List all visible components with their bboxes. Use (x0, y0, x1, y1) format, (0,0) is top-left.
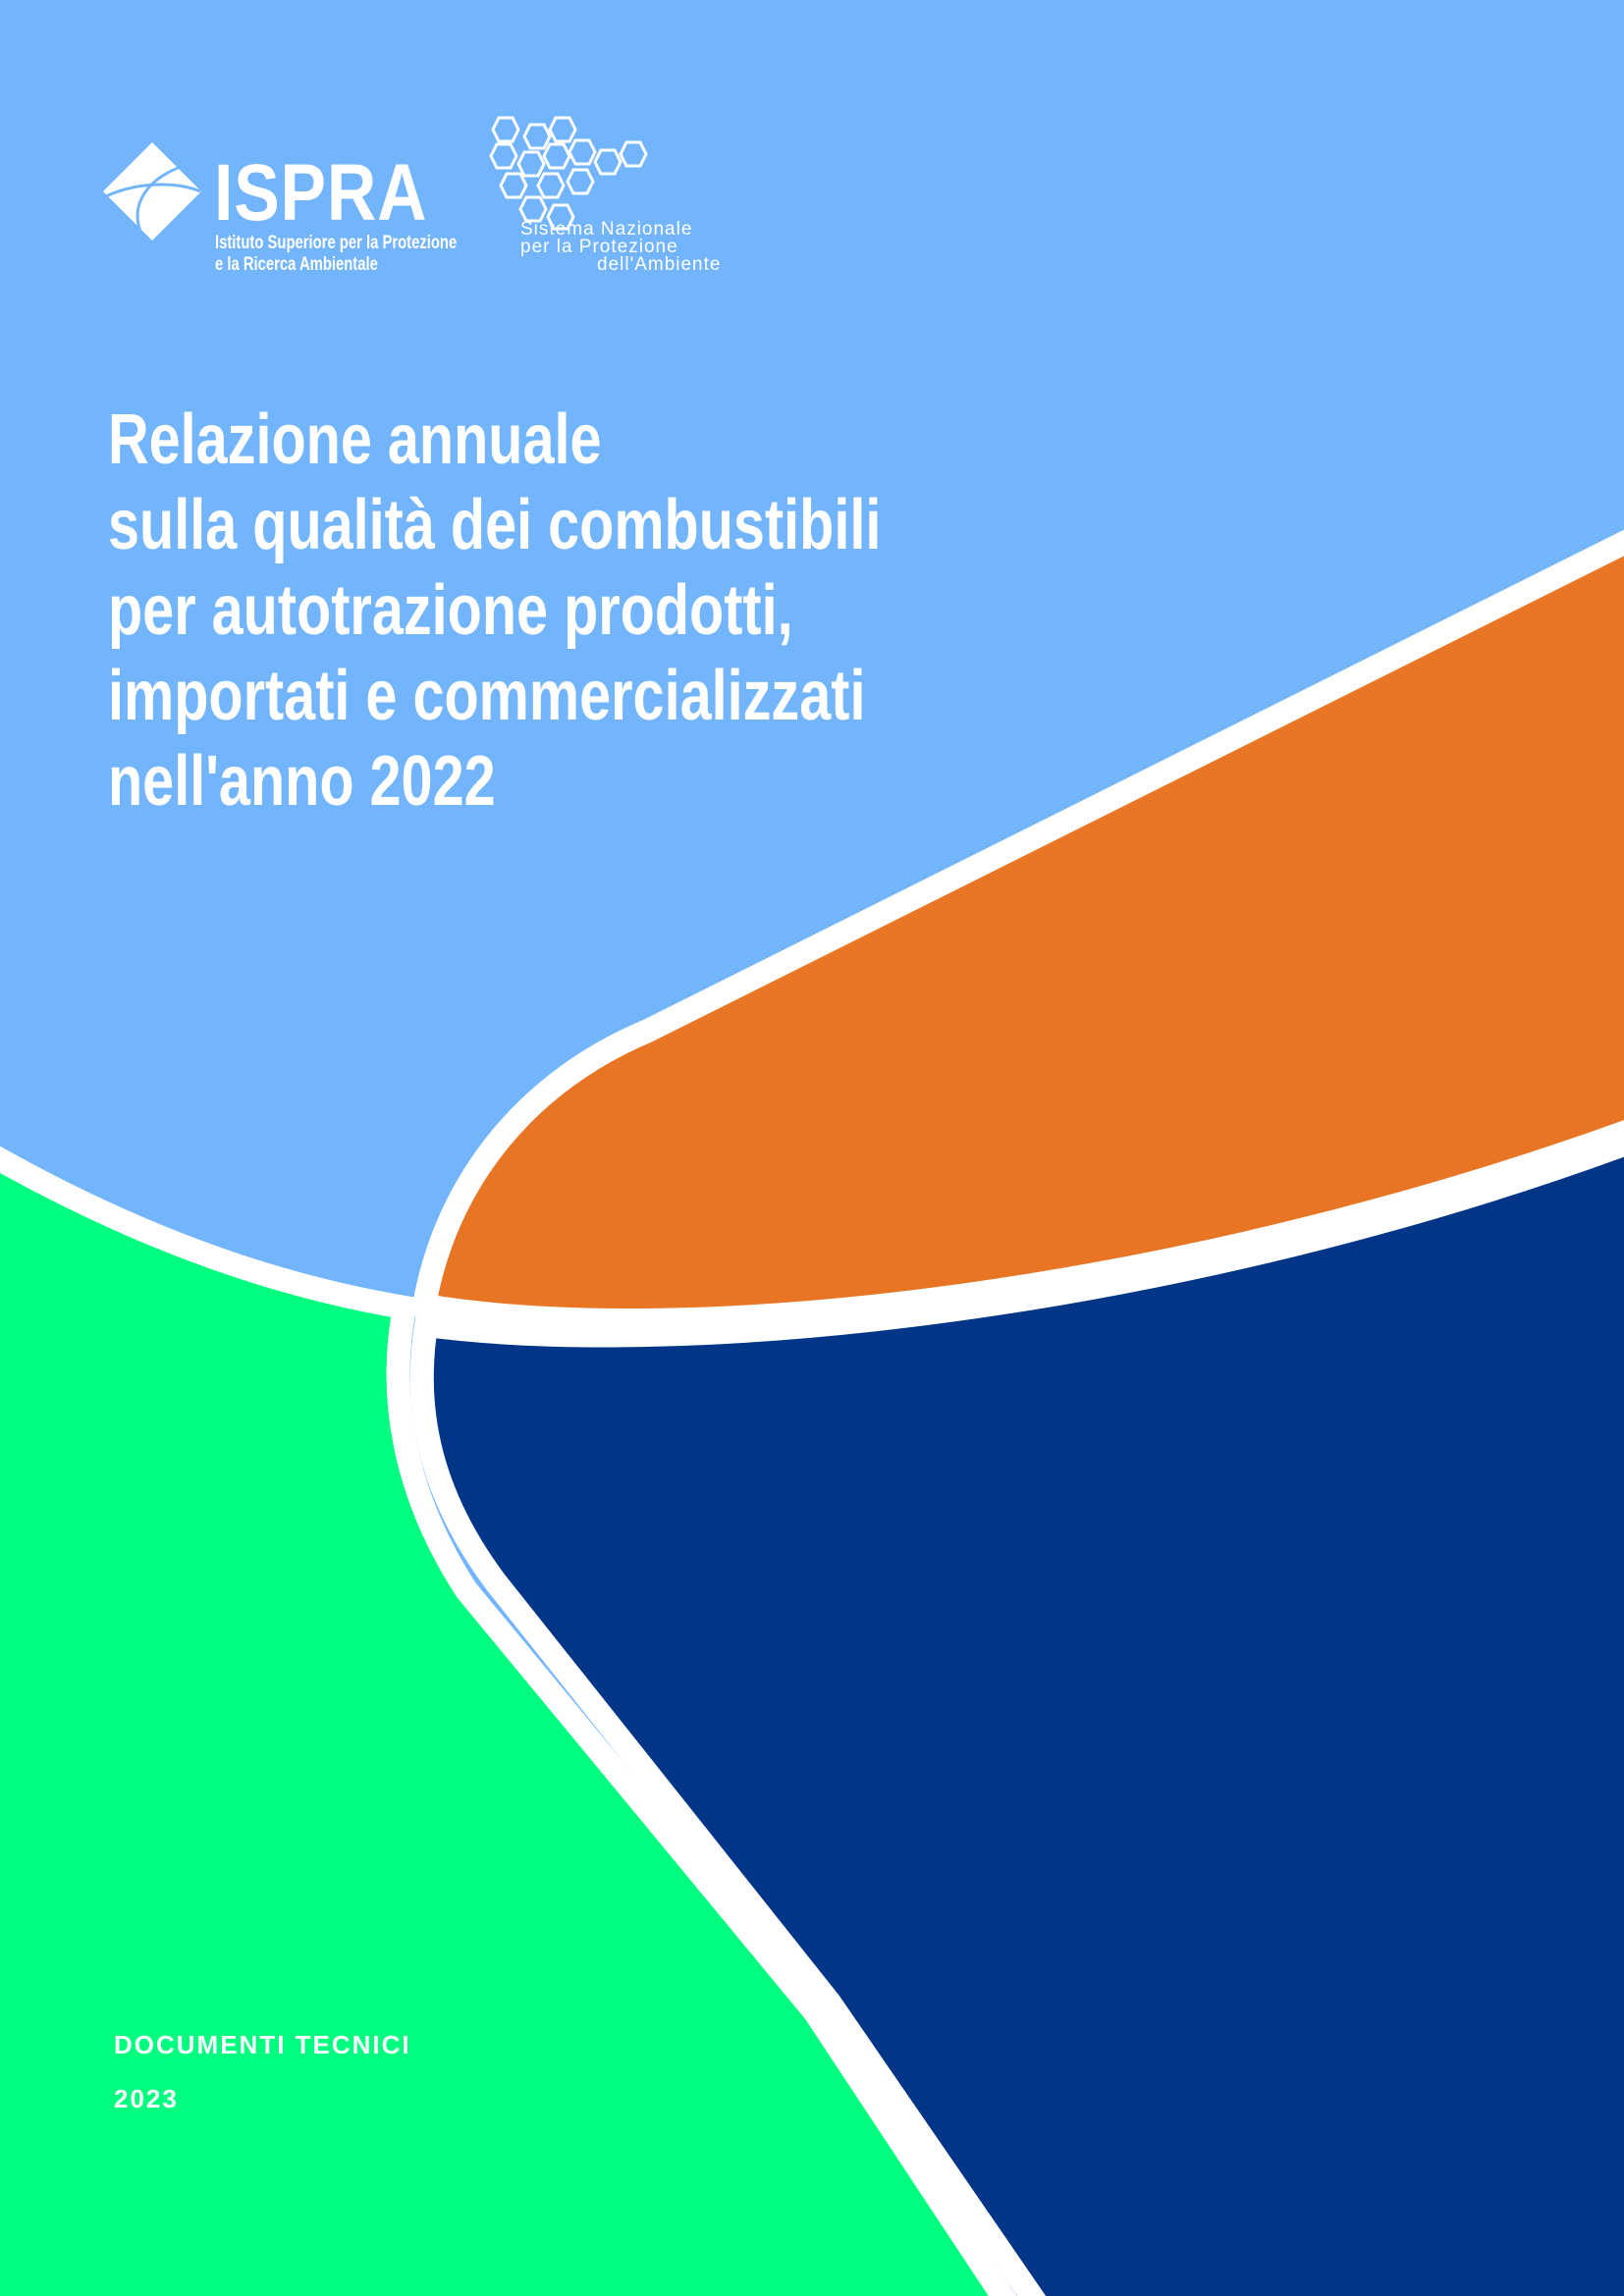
green-shape (0, 1146, 1017, 2296)
snpa-text: Sistema Nazionale per la Protezione dell… (520, 219, 722, 275)
footer: DOCUMENTI TECNICI 2023 (114, 2030, 411, 2114)
snpa-text-line: per la Protezione (520, 237, 678, 257)
ispra-logo: ISPRA Istituto Superiore per la Protezio… (98, 137, 457, 275)
publication-year: 2023 (114, 2084, 179, 2113)
ispra-subtitle-line: Istituto Superiore per la Protezione (215, 233, 458, 253)
ispra-name: ISPRA (214, 148, 428, 238)
ispra-subtitle-line: e la Ricerca Ambientale (215, 254, 378, 275)
snpa-hexagon-map-icon (489, 116, 648, 231)
series-label: DOCUMENTI TECNICI (114, 2030, 411, 2059)
orange-shape (410, 529, 1624, 1332)
ispra-subtitle: Istituto Superiore per la Protezione e l… (215, 233, 457, 276)
document-title: Relazione annuale sulla qualità dei comb… (108, 398, 881, 825)
snpa-text-line: Sistema Nazionale (520, 219, 693, 240)
ispra-diamond-icon (103, 142, 201, 240)
snpa-text-line: dell'Ambiente (597, 254, 722, 275)
title-line: per autotrazione prodotti, (108, 571, 793, 650)
title-line: Relazione annuale (108, 400, 602, 479)
title-line: sulla qualità dei combustibili (108, 486, 882, 564)
title-line: nell'anno 2022 (108, 742, 496, 821)
snpa-logo: Sistema Nazionale per la Protezione dell… (479, 113, 720, 274)
title-line: importati e commercializzati (108, 657, 866, 735)
navy-shape (409, 1132, 1624, 2296)
